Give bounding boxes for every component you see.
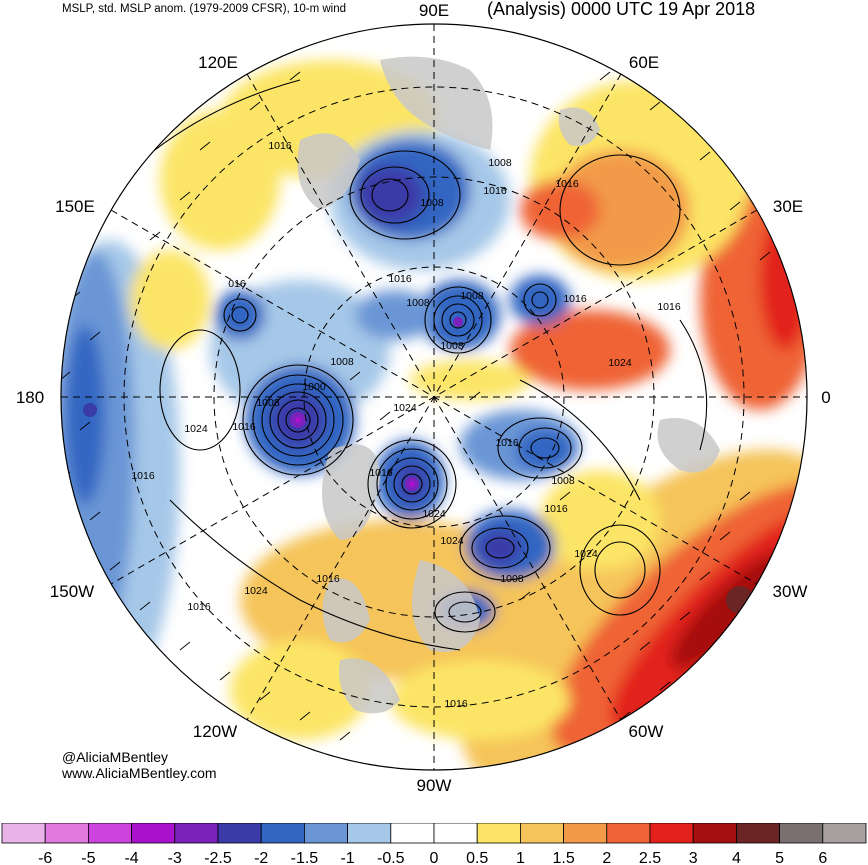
colorbar-tick-label: 2.5 [639, 850, 661, 865]
map-border [60, 23, 808, 771]
lon-label-30e: 30E [773, 197, 803, 216]
colorbar-bin [736, 823, 781, 844]
map-subtitle: MSLP, std. MSLP anom. (1979-2009 CFSR), … [62, 3, 347, 15]
isobar-label: 1016 [131, 470, 155, 482]
isobar-label: 1016 [369, 467, 393, 479]
lon-label-90e: 90E [419, 1, 449, 20]
isobar-label: 1016 [316, 573, 340, 585]
colorbar-tick-label: 5 [775, 850, 784, 865]
isobar-label: 1016 [563, 293, 587, 305]
graticule [61, 24, 807, 770]
isobar-label: 1024 [574, 548, 598, 560]
colorbar-tick-label: 0.5 [466, 850, 488, 865]
isobar-label: 1008 [440, 340, 464, 352]
colorbar-tick-label: -4 [124, 850, 138, 865]
lon-label-120w: 120W [193, 722, 237, 741]
colorbar-tick-label: -2.5 [204, 850, 232, 865]
colorbar-bin [217, 823, 262, 844]
colorbar-tick-label: 2 [602, 850, 611, 865]
isobar-label: 1016 [483, 185, 507, 197]
isobar-label: 016 [228, 278, 246, 290]
colorbar-bin [692, 823, 737, 844]
lon-label-150e: 150E [55, 197, 95, 216]
isobar-label: 1008 [406, 297, 430, 309]
colorbar-bin [606, 823, 651, 844]
author-website[interactable]: www.AliciaMBentley.com [62, 765, 217, 781]
colorbar-bin [347, 823, 392, 844]
colorbar-bin [390, 823, 435, 844]
colorbar-tick-label: -5 [81, 850, 95, 865]
land-mask [297, 56, 720, 714]
lon-label-0: 0 [821, 388, 830, 407]
colorbar-bin [44, 823, 89, 844]
colorbar-tick-label: 3 [689, 850, 698, 865]
colorbar-tick-label: 1 [516, 850, 525, 865]
colorbar-tick-label: 4 [732, 850, 741, 865]
isobar-label: 1008 [551, 475, 575, 487]
isobar-label: 1024 [422, 508, 446, 520]
lon-label-60w: 60W [629, 722, 664, 741]
author-handle: @AliciaMBentley [62, 749, 169, 765]
isobar-label: 1008 [460, 290, 484, 302]
isobar-label: 1016 [657, 301, 681, 313]
colorbar-tick-label: -1.5 [291, 850, 319, 865]
lon-label-180: 180 [16, 388, 44, 407]
isobar-label: 1016 [268, 140, 292, 152]
isobar-label: 1016 [444, 698, 468, 710]
colorbar-bin [88, 823, 133, 844]
colorbar-bin [131, 823, 176, 844]
lon-label-30w: 30W [773, 582, 808, 601]
isobar-label: 1024 [393, 402, 417, 414]
isobar-label: 1016 [555, 178, 579, 190]
colorbar-bin [520, 823, 565, 844]
polar-map: 90E 90W 180 0 120E 150E 60E 30E 150W 120… [16, 1, 831, 795]
colorbar-bin [779, 823, 824, 844]
isobar-label: 1008 [256, 397, 280, 409]
colorbar-bin [822, 823, 867, 844]
isobar-label: 1016 [495, 437, 519, 449]
isobar-label: 1016 [544, 503, 568, 515]
colorbar-bin [563, 823, 608, 844]
lon-label-90w: 90W [417, 776, 452, 795]
map-title: (Analysis) 0000 UTC 19 Apr 2018 [487, 0, 756, 19]
lon-label-150w: 150W [50, 582, 94, 601]
anomaly-colorbar: -6 -5 -4 -3 -2.5 -2 -1.5 -1 -0.5 0 0.5 1 1.5 2 2.5 3 4 5 6 [1, 823, 867, 865]
isobar-label: 1008 [500, 573, 524, 585]
isobar-label: 1024 [608, 357, 632, 369]
isobar-label: 1024 [440, 535, 464, 547]
colorbar-tick-label: -1 [340, 850, 354, 865]
colorbar-tick-label: 1.5 [552, 850, 574, 865]
colorbar-tick-label: 6 [818, 850, 827, 865]
colorbar-bin [303, 823, 348, 844]
isobar-label: 1008 [420, 197, 444, 209]
colorbar-tick-label: -2 [254, 850, 268, 865]
lon-label-120e: 120E [198, 53, 238, 72]
colorbar-tick-label: -0.5 [377, 850, 405, 865]
isobar-label: 1024 [184, 423, 208, 435]
lon-label-60e: 60E [629, 53, 659, 72]
colorbar-tick-label: -6 [38, 850, 52, 865]
colorbar-tick-label: 0 [430, 850, 439, 865]
colorbar-bin [476, 823, 521, 844]
colorbar-bin [260, 823, 305, 844]
colorbar-bin [433, 823, 478, 844]
isobar-label: 1024 [244, 585, 268, 597]
colorbar-bin [1, 823, 46, 844]
colorbar-tick-label: -3 [168, 850, 182, 865]
isobar-label: 1008 [488, 157, 512, 169]
isobar-label: 1016 [388, 273, 412, 285]
colorbar-bin [649, 823, 694, 844]
isobar-label: 1016 [232, 421, 256, 433]
isobar-label: 1000 [302, 381, 326, 393]
isobar-label: 1016 [187, 601, 211, 613]
colorbar-bin [174, 823, 219, 844]
isobar-label: 1008 [330, 356, 354, 368]
